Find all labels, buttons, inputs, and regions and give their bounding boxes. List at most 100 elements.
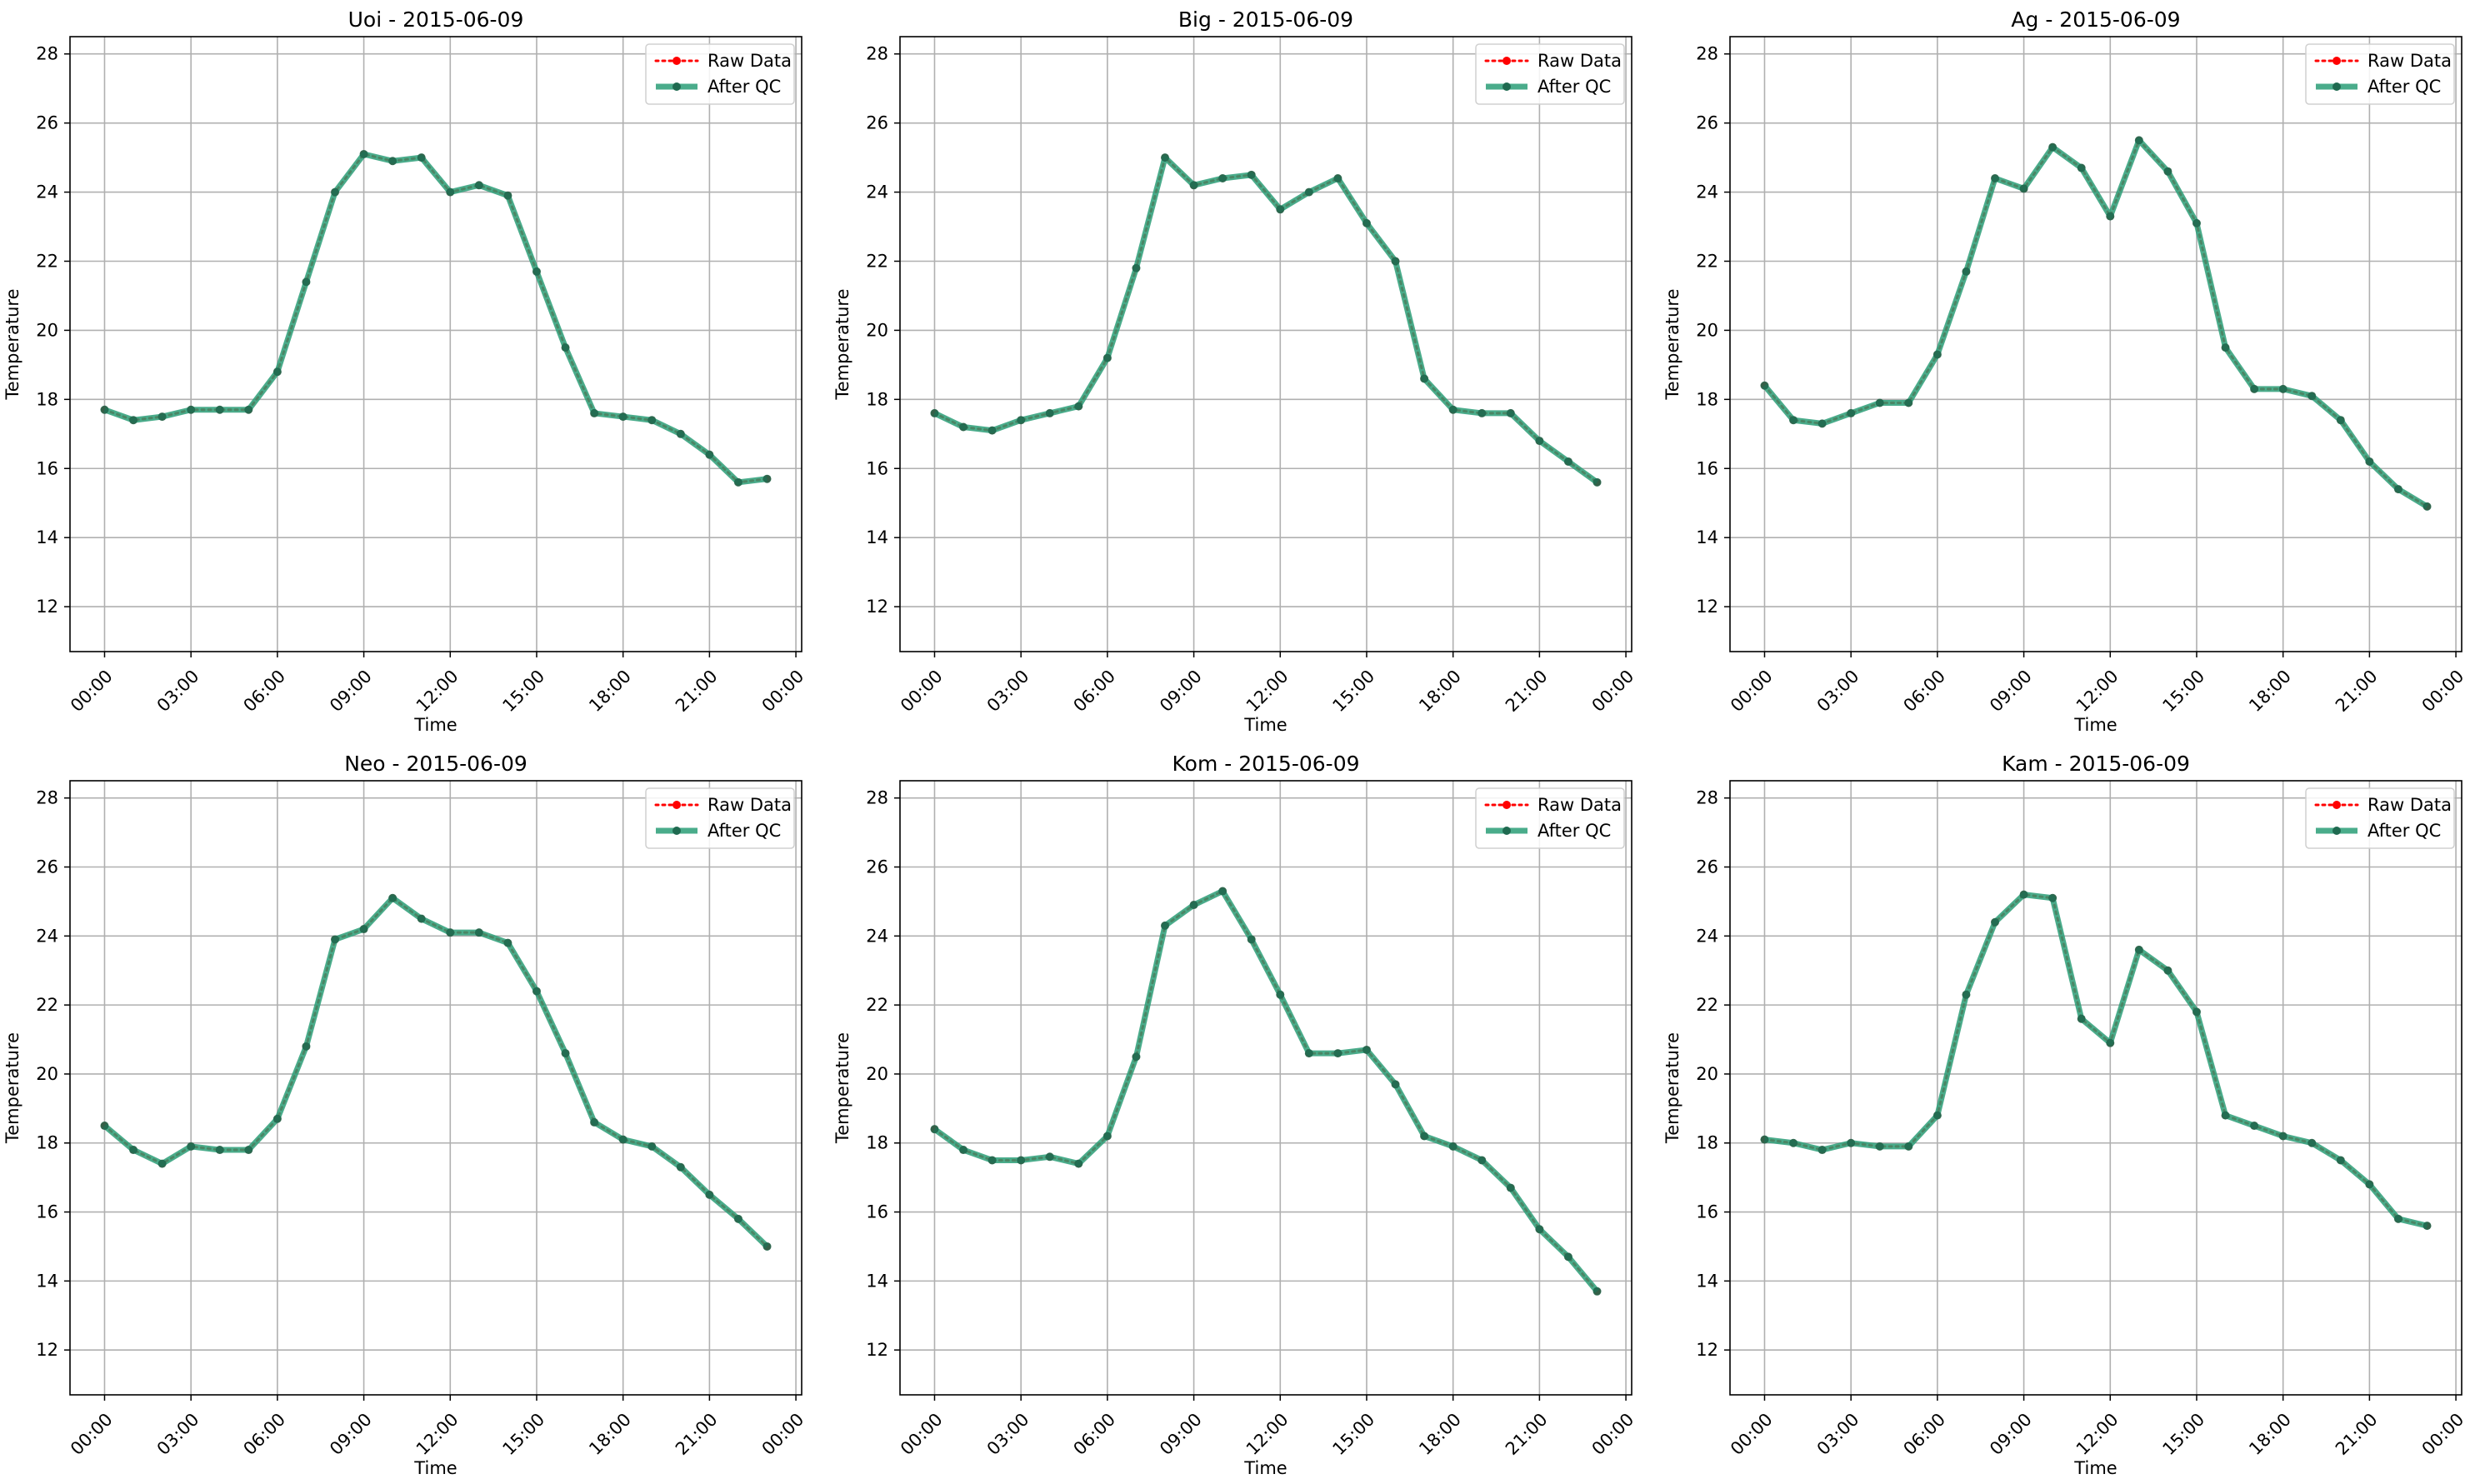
series-line-qc [103,151,768,486]
data-point-qc [2278,1132,2288,1141]
plot-area [70,37,802,652]
legend: Raw Data After QC [1475,43,1625,105]
x-tick-label: 03:00 [1813,1409,1863,1459]
x-tick-label: 06:00 [239,666,289,716]
data-point-qc [2134,136,2143,145]
data-point-qc [2106,212,2115,221]
x-tick-label: 00:00 [1588,1409,1638,1459]
x-tick-label: 09:00 [326,1409,376,1459]
y-axis-label: Temperature [2,1032,22,1144]
data-point-qc [2250,1122,2259,1131]
data-point-qc [1362,218,1371,227]
x-tick-label: 00:00 [758,666,808,716]
y-tick-label: 12 [1696,1340,1718,1360]
y-tick-label: 26 [36,857,58,877]
series-line-qc [1762,137,2429,509]
legend-label: After QC [2368,821,2441,841]
subplot-2: 00:00 03:00 06:00 09:00 12:00 15:00 18:00 21:00… [1662,7,2468,735]
data-point-qc [1789,416,1798,425]
data-point-qc [2221,343,2230,352]
x-axis-label: Time [413,715,457,735]
data-point-qc [590,408,599,417]
x-tick-label: 03:00 [153,666,203,716]
y-tick-label: 24 [36,182,58,202]
data-point-qc [1563,457,1572,466]
data-point-qc [2221,1111,2230,1120]
data-point-qc [129,1146,138,1155]
y-tick-label: 22 [866,251,888,271]
data-point-qc [2422,1222,2432,1231]
data-point-qc [2019,890,2028,899]
y-tick-label: 18 [36,1133,58,1153]
y-tick-label: 22 [36,995,58,1015]
data-point-qc [2422,502,2432,511]
y-tick-label: 18 [866,1133,888,1153]
y-tick-label: 22 [1696,251,1718,271]
data-point-qc [1161,153,1170,162]
data-point-qc [930,1125,939,1134]
data-point-qc [1592,1287,1602,1296]
data-point-qc [446,928,455,937]
y-tick-label: 14 [1696,527,1718,547]
legend-marker-raw [672,57,681,65]
data-point-qc [1161,921,1170,930]
x-tick-label: 00:00 [67,1409,117,1459]
legend-marker-raw [1502,57,1511,65]
data-point-qc [762,474,772,483]
data-point-qc [561,343,570,352]
data-point-qc [2134,945,2143,954]
data-point-qc [1074,1159,1083,1168]
legend: Raw Data After QC [645,43,795,105]
legend-label: Raw Data [2368,51,2452,71]
y-tick-label: 12 [36,1340,58,1360]
data-point-qc [100,1122,109,1131]
x-tick-label: 06:00 [239,1409,289,1459]
y-tick-label: 24 [1696,926,1718,946]
x-tick-label: 21:00 [1502,1409,1552,1459]
x-tick-label: 18:00 [1415,1409,1465,1459]
data-point-qc [1478,408,1487,417]
data-point-qc [2336,416,2345,425]
plot-frame [1729,36,2462,652]
x-tick-label: 15:00 [2158,1409,2208,1459]
y-tick-label: 26 [36,113,58,133]
data-point-qc [417,153,426,162]
data-point-qc [2163,167,2172,176]
data-point-qc [1932,1111,1942,1120]
data-point-qc [1218,173,1228,182]
data-point-qc [1506,408,1515,417]
x-tick-label: 18:00 [585,666,635,716]
x-axis-label: Time [2073,715,2117,735]
legend-marker-qc [2332,82,2341,91]
x-tick-label: 12:00 [2072,1409,2122,1459]
series-1 [100,893,772,1251]
data-point-qc [2393,1214,2402,1223]
legend-label: Raw Data [1538,51,1622,71]
legend: Raw Data After QC [2305,43,2455,105]
data-point-qc [988,426,997,435]
data-point-qc [1247,935,1256,944]
data-point-qc [302,1042,311,1051]
y-tick-label: 22 [1696,995,1718,1015]
plot-area [900,781,1632,1395]
data-point-qc [561,1049,570,1058]
data-point-qc [1074,402,1083,411]
data-point-qc [988,1156,997,1165]
data-point-qc [1333,173,1342,182]
plot-frame [899,780,1632,1396]
data-point-qc [2048,142,2058,152]
x-axis-label: Time [2073,1458,2117,1478]
y-tick-label: 28 [36,44,58,64]
data-point-qc [503,938,512,947]
data-point-qc [1102,1132,1112,1141]
plot-frame [1729,780,2462,1396]
data-point-qc [1506,1183,1515,1192]
x-axis-label: Time [1243,1458,1287,1478]
y-tick-label: 20 [866,1064,888,1084]
data-point-qc [1276,205,1285,214]
y-tick-label: 20 [36,320,58,340]
y-tick-label: 28 [1696,44,1718,64]
data-point-qc [1276,990,1285,999]
data-point-qc [930,408,939,417]
data-point-qc [1448,405,1458,414]
